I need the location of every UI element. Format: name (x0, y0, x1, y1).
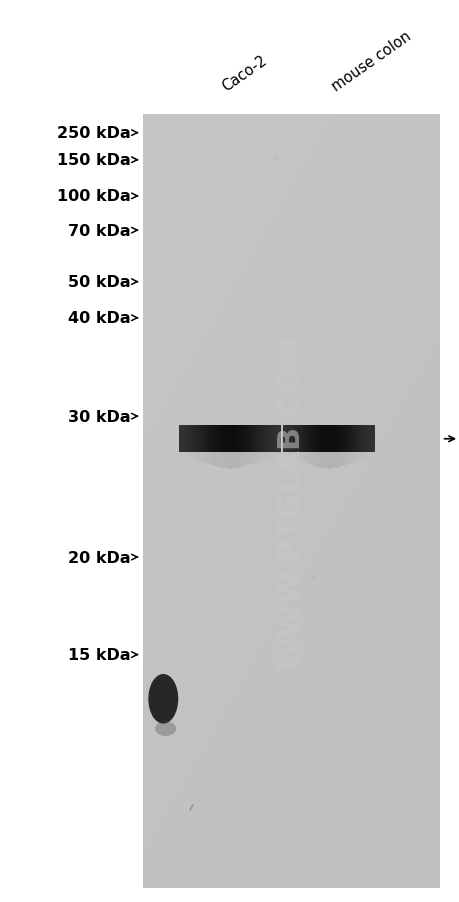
Text: 40 kDa: 40 kDa (68, 311, 131, 326)
Text: WWW.PTGLAB.COM: WWW.PTGLAB.COM (276, 335, 305, 669)
Text: 250 kDa: 250 kDa (57, 126, 131, 141)
Text: Caco-2: Caco-2 (218, 53, 269, 95)
Text: 50 kDa: 50 kDa (68, 275, 131, 290)
Text: 30 kDa: 30 kDa (68, 410, 131, 424)
Text: 15 kDa: 15 kDa (68, 648, 131, 662)
Text: 150 kDa: 150 kDa (57, 153, 131, 168)
Ellipse shape (148, 675, 178, 723)
Text: 70 kDa: 70 kDa (68, 224, 131, 238)
Text: mouse colon: mouse colon (329, 29, 414, 95)
Text: 20 kDa: 20 kDa (68, 550, 131, 565)
Ellipse shape (155, 722, 176, 736)
Text: 100 kDa: 100 kDa (57, 189, 131, 204)
